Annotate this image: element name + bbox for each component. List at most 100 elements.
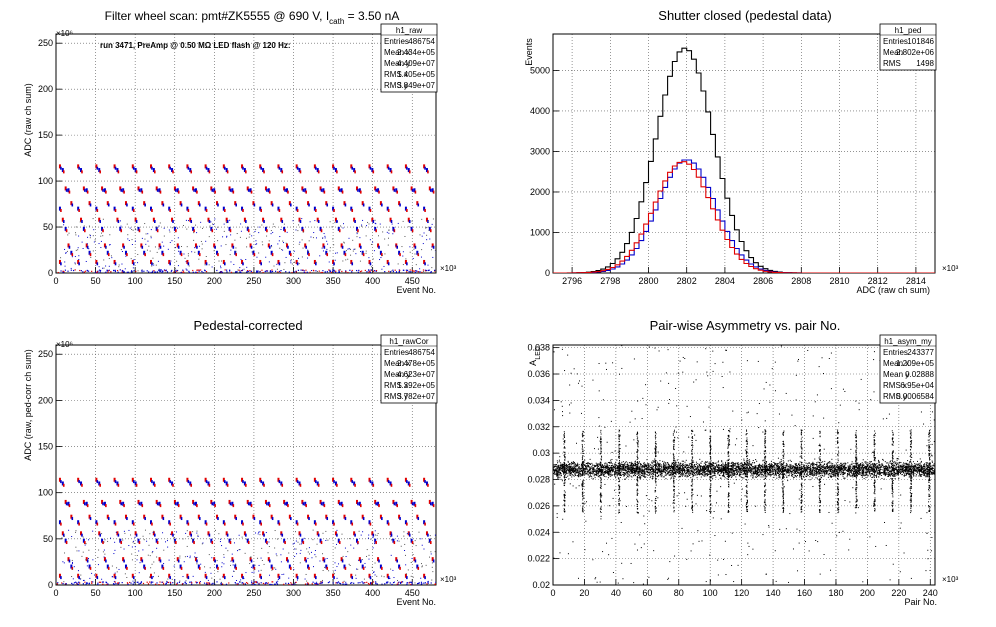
y-tick-label: 5000 xyxy=(530,65,550,75)
data-point xyxy=(85,559,86,560)
data-point xyxy=(106,584,107,585)
data-point xyxy=(249,563,250,564)
data-point xyxy=(88,248,89,249)
data-point xyxy=(220,539,221,540)
data-point xyxy=(593,472,594,473)
data-point xyxy=(335,272,336,273)
data-point xyxy=(658,475,659,476)
data-point xyxy=(324,560,326,563)
data-point xyxy=(334,562,335,563)
data-point xyxy=(276,582,277,583)
data-point xyxy=(282,574,283,575)
data-point xyxy=(417,517,419,520)
data-point xyxy=(160,271,161,272)
data-point xyxy=(343,227,344,228)
data-point xyxy=(158,261,159,262)
data-point xyxy=(97,209,99,212)
data-point xyxy=(333,262,335,265)
data-point xyxy=(320,583,321,584)
data-point xyxy=(239,267,240,268)
data-point xyxy=(865,461,866,462)
data-point xyxy=(234,240,235,241)
data-point xyxy=(235,564,236,565)
data-point xyxy=(89,583,90,584)
data-point xyxy=(398,223,399,224)
data-point xyxy=(566,477,567,478)
data-point xyxy=(433,246,435,249)
data-point xyxy=(119,539,120,540)
data-point xyxy=(78,167,80,170)
data-point xyxy=(218,533,219,534)
data-point xyxy=(353,548,354,549)
data-point xyxy=(209,236,210,237)
data-point xyxy=(242,582,243,583)
data-point xyxy=(151,209,153,212)
data-point xyxy=(763,475,764,476)
data-point xyxy=(918,475,919,476)
data-point xyxy=(424,167,426,170)
data-point xyxy=(749,462,750,463)
data-point xyxy=(269,261,270,262)
data-point xyxy=(134,537,135,538)
data-point xyxy=(64,249,65,250)
data-point xyxy=(235,253,237,256)
y-tick-label: 3000 xyxy=(530,146,550,156)
data-point xyxy=(197,269,198,270)
data-point xyxy=(614,474,615,475)
data-point xyxy=(762,464,763,465)
data-point xyxy=(189,272,190,273)
data-point xyxy=(92,559,93,560)
data-point xyxy=(163,253,165,256)
data-point xyxy=(812,478,813,479)
data-point xyxy=(190,534,192,537)
data-point xyxy=(346,250,347,251)
data-point xyxy=(185,556,186,557)
data-point xyxy=(412,221,413,222)
data-point xyxy=(288,583,289,584)
data-point xyxy=(133,583,134,584)
histogram-series-0 xyxy=(553,48,940,273)
data-point xyxy=(884,473,885,474)
data-point xyxy=(83,537,84,538)
data-point xyxy=(255,532,256,533)
data-point xyxy=(813,465,814,466)
data-point xyxy=(713,468,714,469)
data-point xyxy=(222,236,223,237)
data-point xyxy=(850,475,851,476)
data-point xyxy=(214,560,216,563)
data-point xyxy=(414,253,415,254)
data-point xyxy=(157,252,158,253)
data-point xyxy=(271,581,272,582)
data-point xyxy=(167,547,168,548)
data-point xyxy=(427,484,429,487)
data-point xyxy=(256,257,257,258)
data-point xyxy=(122,251,123,252)
data-point xyxy=(149,533,150,534)
data-point xyxy=(690,463,691,464)
data-point xyxy=(148,583,149,584)
data-point xyxy=(878,476,879,477)
data-point xyxy=(350,545,351,546)
data-point xyxy=(117,571,118,572)
x-tick-label: 100 xyxy=(128,588,143,598)
data-point xyxy=(136,170,138,173)
data-point xyxy=(115,271,116,272)
data-point xyxy=(196,270,197,271)
data-point xyxy=(281,484,283,487)
x-tick-label: 140 xyxy=(766,588,781,598)
data-point xyxy=(235,567,237,570)
data-point xyxy=(91,271,92,272)
data-point xyxy=(810,465,811,466)
data-point xyxy=(261,582,262,583)
data-point xyxy=(707,469,708,470)
data-point xyxy=(339,541,341,544)
data-point xyxy=(230,541,232,544)
data-point xyxy=(406,270,407,271)
data-layer xyxy=(58,164,444,274)
data-point xyxy=(435,551,436,552)
data-point xyxy=(791,475,792,476)
data-point xyxy=(139,502,141,505)
x-tick-label: 450 xyxy=(405,588,420,598)
data-point xyxy=(258,532,259,533)
